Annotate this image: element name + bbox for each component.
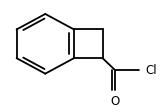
- Text: O: O: [111, 95, 120, 108]
- Text: Cl: Cl: [146, 64, 157, 77]
